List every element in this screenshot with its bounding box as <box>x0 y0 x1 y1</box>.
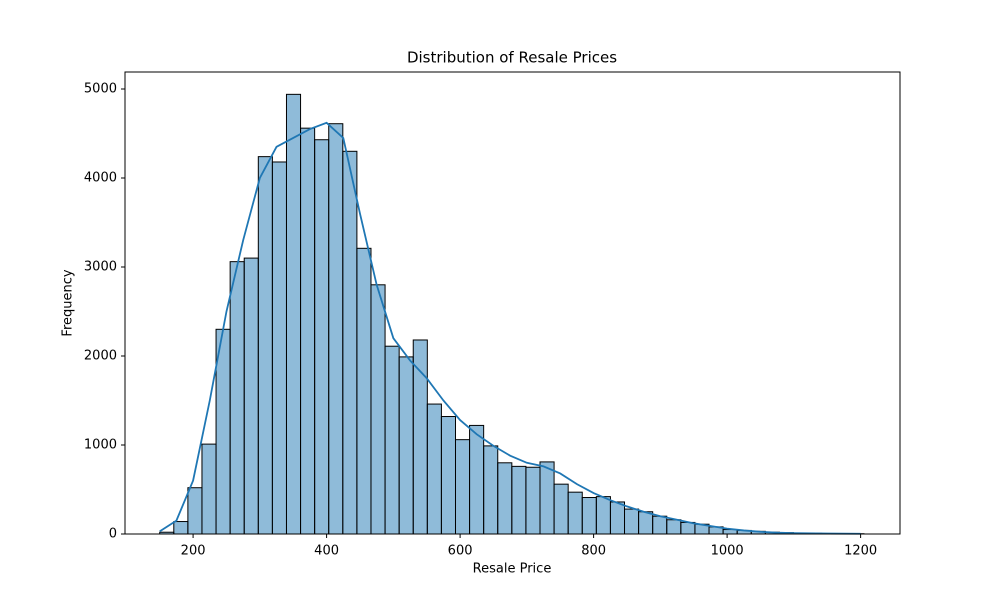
x-tick-label: 800 <box>581 544 606 559</box>
y-tick-label: 2000 <box>84 348 117 363</box>
bar <box>609 501 626 535</box>
bar <box>525 466 541 535</box>
bar <box>201 443 217 535</box>
bar <box>680 521 696 535</box>
bar <box>328 123 344 535</box>
bar <box>257 156 273 535</box>
x-tick-label: 1200 <box>844 544 877 559</box>
bar <box>624 508 640 535</box>
bar <box>398 356 414 535</box>
bar <box>483 445 499 535</box>
bar <box>187 487 203 535</box>
x-tick-label: 600 <box>448 544 473 559</box>
bar <box>666 519 682 535</box>
y-tick-label: 0 <box>109 527 117 542</box>
bar <box>300 127 316 535</box>
bar <box>469 424 485 535</box>
y-tick-label: 4000 <box>84 170 117 185</box>
bar <box>356 247 372 535</box>
bar <box>567 491 583 535</box>
bar <box>412 339 428 535</box>
bar <box>454 439 471 535</box>
bar <box>553 483 569 535</box>
y-tick-label: 1000 <box>84 437 117 452</box>
bar <box>595 496 611 535</box>
x-tick-label: 1000 <box>711 544 744 559</box>
bar <box>581 497 597 535</box>
plot-frame <box>124 71 901 535</box>
bar <box>314 139 330 535</box>
bar <box>426 403 442 535</box>
y-tick-label: 3000 <box>84 259 117 274</box>
y-tick-label: 5000 <box>84 81 117 96</box>
bar <box>539 461 555 535</box>
bar <box>370 284 386 535</box>
bar <box>285 93 302 535</box>
bar <box>497 462 513 535</box>
bar <box>229 261 245 535</box>
x-tick-label: 200 <box>181 544 206 559</box>
bar <box>243 257 259 535</box>
x-axis-label: Resale Price <box>473 562 552 577</box>
y-axis-label: Frequency <box>61 269 76 336</box>
kde-line <box>159 121 861 535</box>
bar <box>440 416 456 535</box>
bar <box>342 150 358 535</box>
bar <box>511 465 527 535</box>
bar <box>638 511 654 535</box>
bar <box>173 521 189 535</box>
bar <box>384 345 400 535</box>
x-tick-label: 400 <box>314 544 339 559</box>
bar <box>652 515 668 535</box>
bar <box>271 161 287 535</box>
chart-title: Distribution of Resale Prices <box>407 49 617 67</box>
